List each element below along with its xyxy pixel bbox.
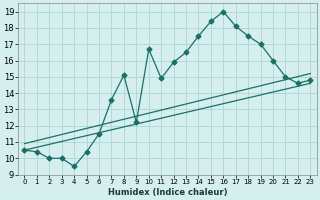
X-axis label: Humidex (Indice chaleur): Humidex (Indice chaleur) (108, 188, 227, 197)
